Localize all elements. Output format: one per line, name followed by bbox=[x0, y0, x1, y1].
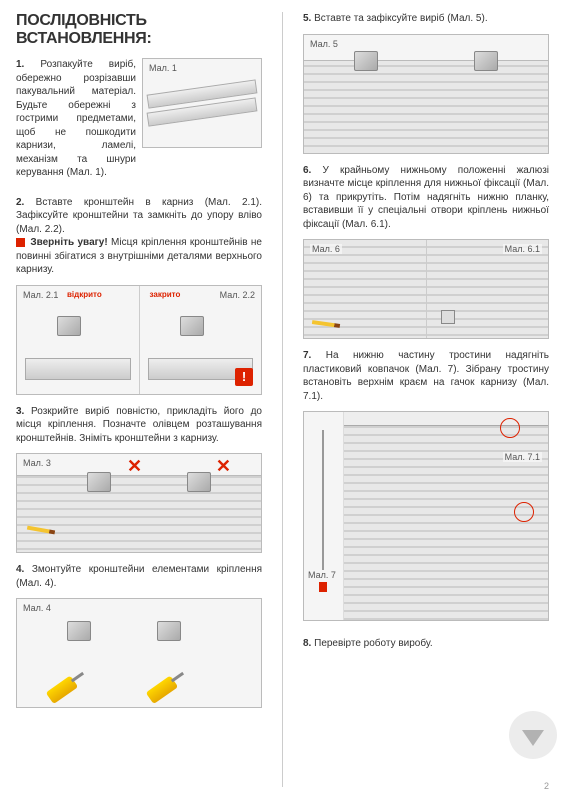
fig-6-label: Мал. 6 bbox=[310, 244, 342, 254]
fig-7-label: Мал. 7 bbox=[308, 570, 336, 580]
step-4-num: 4. bbox=[16, 564, 24, 575]
figure-4: Мал. 4 bbox=[16, 598, 262, 708]
pencil-6 bbox=[312, 320, 340, 328]
fig-21-label: Мал. 2.1 bbox=[23, 290, 58, 300]
step-4-text: Змонтуйте кронштейни елементами кріпленн… bbox=[16, 564, 262, 589]
step-1-num: 1. bbox=[16, 59, 24, 70]
detail-circle-2 bbox=[514, 502, 534, 522]
bracket-4b bbox=[157, 621, 181, 641]
figure-6: Мал. 6 Мал. 6.1 bbox=[303, 239, 549, 339]
figure-7-blinds: Мал. 7.1 bbox=[344, 412, 548, 620]
step-5-text: Вставте та зафіксуйте виріб (Мал. 5). bbox=[314, 13, 487, 24]
step-7-text: На нижню частину тростини надягніть плас… bbox=[303, 350, 549, 402]
step-8: 8. Перевірте роботу виробу. bbox=[303, 637, 549, 651]
page-title: ПОСЛІДОВНІСТЬ ВСТАНОВЛЕННЯ: bbox=[16, 12, 262, 48]
fig5-header bbox=[304, 35, 548, 61]
figure-7: Мал. 7 Мал. 7.1 bbox=[303, 411, 549, 621]
step-7-num: 7. bbox=[303, 350, 311, 361]
left-column: ПОСЛІДОВНІСТЬ ВСТАНОВЛЕННЯ: 1. Розпакуйт… bbox=[16, 12, 262, 787]
x-mark-2: ✕ bbox=[216, 456, 231, 477]
step-6: 6. У крайньому нижньому положенні жалюзі… bbox=[303, 164, 549, 232]
bracket-5b bbox=[474, 51, 498, 71]
fig-71-label: Мал. 7.1 bbox=[503, 452, 542, 462]
step-8-text: Перевірте роботу виробу. bbox=[314, 638, 433, 649]
figure-7-wand: Мал. 7 bbox=[304, 412, 344, 620]
rail-21 bbox=[25, 358, 131, 380]
figure-3: Мал. 3 ✕ ✕ bbox=[16, 453, 262, 553]
page-number: 2 bbox=[544, 781, 549, 791]
fig-4-label: Мал. 4 bbox=[23, 603, 51, 613]
column-divider bbox=[282, 12, 283, 787]
step-6-text: У крайньому нижньому положенні жалюзі ви… bbox=[303, 165, 549, 230]
detail-circle-1 bbox=[500, 418, 520, 438]
step-6-num: 6. bbox=[303, 165, 311, 176]
step-5-num: 5. bbox=[303, 13, 311, 24]
fig-22-label: Мал. 2.2 bbox=[220, 290, 255, 300]
alert-icon: ! bbox=[235, 368, 253, 386]
figure-2: Мал. 2.1 відкрито закрито Мал. 2.2 ! bbox=[16, 285, 262, 395]
figure-2-1: Мал. 2.1 відкрито bbox=[17, 286, 140, 394]
step-5: 5. Вставте та зафіксуйте виріб (Мал. 5). bbox=[303, 12, 549, 26]
bracket-3a bbox=[87, 472, 111, 492]
bracket-open bbox=[57, 316, 81, 336]
figure-2-2: закрито Мал. 2.2 ! bbox=[140, 286, 262, 394]
bracket-5a bbox=[354, 51, 378, 71]
figure-1: Мал. 1 bbox=[142, 58, 262, 148]
closed-label: закрито bbox=[150, 290, 181, 299]
fig-1-label: Мал. 1 bbox=[149, 63, 177, 73]
pencil-icon bbox=[27, 526, 55, 535]
bracket-4a bbox=[67, 621, 91, 641]
figure-5: Мал. 5 bbox=[303, 34, 549, 154]
fig-5-label: Мал. 5 bbox=[310, 39, 338, 49]
step-1-text: Розпакуйте виріб, обережно розрізавши па… bbox=[16, 59, 136, 178]
step-2-num: 2. bbox=[16, 197, 24, 208]
step-7: 7. На нижню частину тростини надягніть п… bbox=[303, 349, 549, 403]
step-2-text: Вставте кронштейн в карниз (Мал. 2.1). З… bbox=[16, 197, 262, 235]
drill-icon-1 bbox=[43, 665, 92, 710]
right-column: 5. Вставте та зафіксуйте виріб (Мал. 5).… bbox=[303, 12, 549, 787]
step-1: 1. Розпакуйте виріб, обережно розрізавши… bbox=[16, 58, 136, 180]
fig-61-label: Мал. 6.1 bbox=[503, 244, 542, 254]
open-label: відкрито bbox=[67, 290, 102, 299]
step-4: 4. Змонтуйте кронштейни елементами кріпл… bbox=[16, 563, 262, 590]
x-mark-1: ✕ bbox=[127, 456, 142, 477]
step-3-text: Розкрийте виріб повністю, прикладіть йог… bbox=[16, 406, 262, 444]
bracket-closed bbox=[180, 316, 204, 336]
step-8-num: 8. bbox=[303, 638, 311, 649]
download-icon[interactable] bbox=[509, 711, 557, 759]
clip-61 bbox=[441, 310, 455, 324]
step-3: 3. Розкрийте виріб повністю, прикладіть … bbox=[16, 405, 262, 446]
wand-rod bbox=[322, 430, 324, 570]
bracket-3b bbox=[187, 472, 211, 492]
warning-label: Зверніть увагу! bbox=[30, 237, 107, 248]
step-3-num: 3. bbox=[16, 406, 24, 417]
drill-icon-2 bbox=[143, 665, 192, 710]
figure-6-left: Мал. 6 bbox=[304, 240, 427, 338]
step-2: 2. Вставте кронштейн в карниз (Мал. 2.1)… bbox=[16, 196, 262, 277]
figure-6-right: Мал. 6.1 bbox=[427, 240, 549, 338]
warning-icon bbox=[16, 238, 25, 247]
wand-cap bbox=[319, 582, 327, 592]
fig-3-label: Мал. 3 bbox=[23, 458, 51, 468]
